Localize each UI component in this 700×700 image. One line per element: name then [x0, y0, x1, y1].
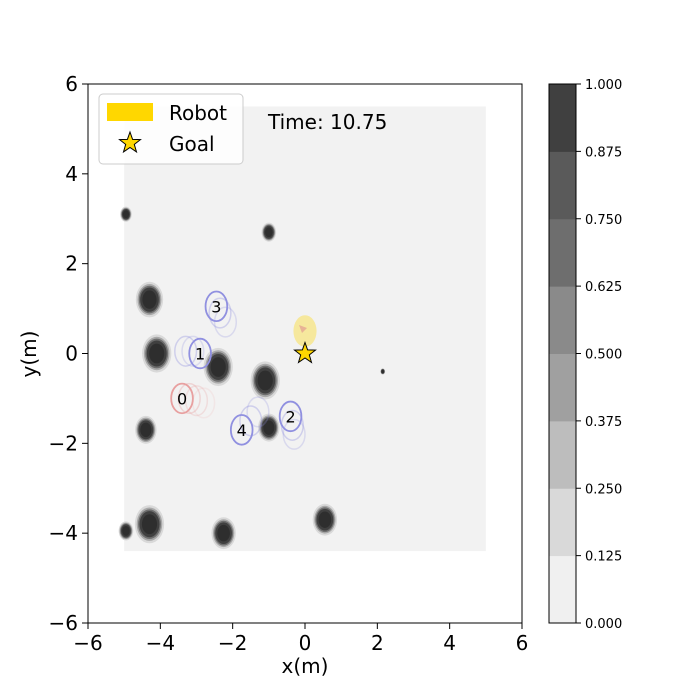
- y-tick-label: −6: [49, 611, 78, 635]
- x-tick-label: −6: [73, 631, 102, 655]
- agent-trail-circle: [213, 306, 238, 338]
- agent-circle: [170, 382, 194, 415]
- colorbar-tick-label: 0.250: [585, 482, 622, 497]
- colorbar-band: [549, 84, 576, 152]
- y-tick-label: 0: [65, 342, 78, 366]
- agent-label: 0: [177, 389, 187, 408]
- agent-circle: [278, 400, 303, 433]
- legend: Robot Goal: [98, 93, 244, 165]
- time-label: Time: 10.75: [267, 110, 387, 134]
- y-tick-label: 4: [65, 162, 78, 186]
- agent-label: 1: [195, 345, 205, 364]
- x-axis-label: x(m): [282, 654, 329, 678]
- colorbar-tick-label: 0.625: [585, 280, 622, 295]
- y-tick-label: −2: [49, 431, 78, 455]
- obstacle: [258, 413, 280, 442]
- y-tick-label: 2: [65, 252, 78, 276]
- legend-goal-star-icon: [118, 130, 142, 154]
- obstacle: [261, 222, 277, 242]
- x-tick-label: −2: [218, 631, 247, 655]
- agent-3: 3: [204, 290, 238, 338]
- agent-trail-circle: [208, 297, 232, 329]
- colorbar-band: [549, 488, 576, 557]
- agent-trail-circle: [184, 385, 209, 417]
- agent-trail-circle: [177, 382, 201, 414]
- agent-circle: [204, 290, 229, 323]
- agent-trail-circle: [282, 418, 306, 450]
- legend-robot-swatch: [107, 103, 153, 121]
- agents-layer: 0 1 2 3 4: [170, 290, 306, 450]
- colorbar-tick-label: 0.875: [585, 145, 622, 160]
- x-tick-label: 4: [443, 631, 456, 655]
- x-tick-label: 0: [299, 631, 312, 655]
- obstacle: [211, 517, 236, 550]
- colorbar-band: [549, 151, 576, 220]
- y-axis-label: y(m): [17, 331, 41, 378]
- colorbar-band: [549, 555, 576, 624]
- x-tick-label: 6: [516, 631, 529, 655]
- agent-trail-circle: [246, 396, 270, 428]
- colorbar-tick-label: 0.500: [585, 348, 622, 363]
- colorbar-tick-label: 0.125: [585, 550, 622, 565]
- agent-trail-circle: [239, 405, 263, 437]
- y-tick-label: −4: [49, 521, 78, 545]
- colorbar: 0.000 0.125 0.250 0.375 0.500 0.625 0.750 0.875…: [548, 78, 622, 632]
- agent-label: 4: [237, 421, 247, 440]
- colorbar-band: [549, 420, 576, 489]
- obstacle: [118, 521, 134, 541]
- x-axis-ticks: −6 −4 −2 0 2 4 6: [73, 623, 528, 655]
- obstacle: [142, 334, 172, 373]
- agent-label: 2: [285, 407, 295, 426]
- legend-goal-label: Goal: [169, 132, 215, 156]
- obstacle: [135, 281, 164, 318]
- goal-star-icon: [293, 340, 317, 364]
- y-axis-ticks: −6 −4 −2 0 2 4 6: [49, 72, 88, 635]
- agent-1: 1: [174, 335, 212, 370]
- y-tick-label: 6: [65, 72, 78, 96]
- x-tick-label: 2: [371, 631, 384, 655]
- agent-4: 4: [229, 396, 270, 446]
- colorbar-tick-label: 0.000: [585, 617, 622, 632]
- agent-label: 3: [211, 297, 221, 316]
- agent-0: 0: [170, 382, 216, 419]
- agent-circle: [188, 337, 212, 370]
- obstacle: [134, 505, 165, 544]
- agent-circle: [229, 414, 254, 446]
- obstacle: [135, 415, 157, 444]
- obstacle: [380, 368, 386, 375]
- colorbar-tick-label: 1.000: [585, 78, 622, 93]
- x-tick-label: −4: [146, 631, 175, 655]
- agent-trail-circle: [181, 335, 205, 367]
- obstacle: [250, 361, 280, 400]
- robot-heading-icon: [299, 325, 307, 334]
- robot-layer: [293, 315, 317, 364]
- obstacles-layer: [118, 206, 386, 550]
- obstacle: [312, 503, 338, 536]
- colorbar-band: [549, 286, 576, 354]
- robot-marker: [293, 315, 317, 347]
- colorbar-tick-label: 0.375: [585, 415, 622, 430]
- obstacle: [120, 206, 132, 222]
- colorbar-band: [549, 218, 576, 287]
- agent-2: 2: [278, 400, 306, 450]
- colorbar-tick-label: 0.750: [585, 213, 622, 228]
- legend-robot-label: Robot: [169, 101, 227, 125]
- agent-trail-circle: [174, 335, 198, 367]
- plot-area: 0 1 2 3 4: [87, 83, 523, 624]
- colorbar-band: [549, 353, 576, 422]
- obstacle: [203, 347, 233, 387]
